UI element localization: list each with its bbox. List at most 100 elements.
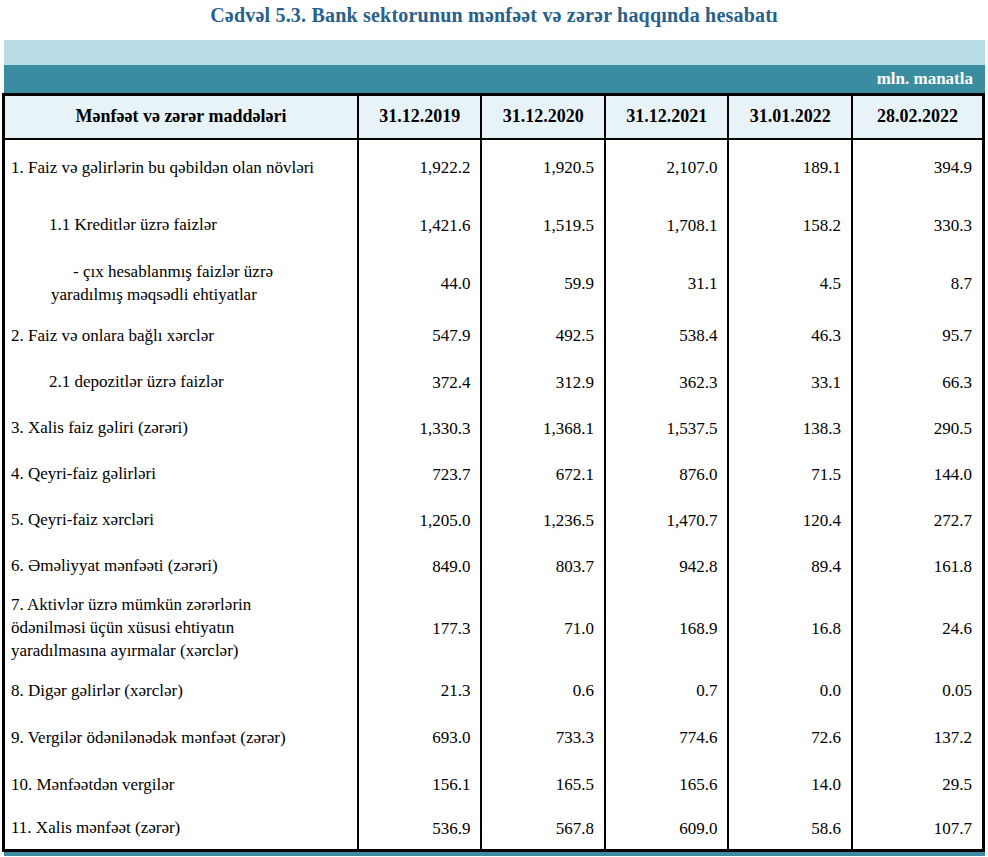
column-header-date-5: 28.02.2022 <box>852 95 984 139</box>
row-label: 9. Vergilər ödənilənədək mənfəət (zərər) <box>11 727 353 750</box>
column-header-items: Mənfəət və zərər maddələri <box>4 95 358 139</box>
page-title: Cədvəl 5.3. Bank sektorunun mənfəət və z… <box>0 4 988 27</box>
column-header-date-2: 31.12.2020 <box>481 95 605 139</box>
cell-value: 137.2 <box>852 715 984 762</box>
cell-value: 1,236.5 <box>481 498 605 544</box>
cell-value: 165.6 <box>605 762 729 809</box>
cell-value: 4.5 <box>728 255 852 313</box>
cell-value: 672.1 <box>481 452 605 498</box>
cell-value: 138.3 <box>728 406 852 452</box>
row-label: 6. Əməliyyat mənfəəti (zərəri) <box>11 555 353 578</box>
cell-value: 0.7 <box>605 668 729 715</box>
cell-value: 0.05 <box>852 668 984 715</box>
cell-value: 1,708.1 <box>605 197 729 255</box>
cell-value: 547.9 <box>358 313 482 360</box>
cell-value: 372.4 <box>358 360 482 406</box>
cell-value: 803.7 <box>481 544 605 590</box>
cell-value: 693.0 <box>358 715 482 762</box>
cell-value: 66.3 <box>852 360 984 406</box>
cell-value: 394.9 <box>852 139 984 197</box>
profit-loss-table: Mənfəət və zərər maddələri 31.12.2019 31… <box>2 93 985 852</box>
cell-value: 168.9 <box>605 590 729 668</box>
cell-value: 33.1 <box>728 360 852 406</box>
cell-value: 733.3 <box>481 715 605 762</box>
cell-value: 774.6 <box>605 715 729 762</box>
cell-value: 29.5 <box>852 762 984 809</box>
cell-value: 0.0 <box>728 668 852 715</box>
cell-value: 1,470.7 <box>605 498 729 544</box>
cell-value: 1,421.6 <box>358 197 482 255</box>
cell-value: 120.4 <box>728 498 852 544</box>
cell-value: 158.2 <box>728 197 852 255</box>
cell-value: 1,368.1 <box>481 406 605 452</box>
table-row: 2. Faiz və onlara bağlı xərclər 547.9 49… <box>4 313 984 360</box>
table-row: 2.1 depozitlər üzrə faizlər 372.4 312.9 … <box>4 360 984 406</box>
cell-value: 71.0 <box>481 590 605 668</box>
cell-value: 1,330.3 <box>358 406 482 452</box>
cell-value: 165.5 <box>481 762 605 809</box>
cell-value: 492.5 <box>481 313 605 360</box>
cell-value: 876.0 <box>605 452 729 498</box>
row-label: 4. Qeyri-faiz gəlirləri <box>11 463 353 486</box>
row-label: 5. Qeyri-faiz xərcləri <box>11 509 353 532</box>
cell-value: 567.8 <box>481 809 605 851</box>
table-row: 6. Əməliyyat mənfəəti (zərəri) 849.0 803… <box>4 544 984 590</box>
cell-value: 1,920.5 <box>481 139 605 197</box>
cell-value: 362.3 <box>605 360 729 406</box>
cell-value: 1,922.2 <box>358 139 482 197</box>
cell-value: 14.0 <box>728 762 852 809</box>
row-label: 1. Faiz və gəlirlərin bu qəbildən olan n… <box>11 157 353 180</box>
cell-value: 1,205.0 <box>358 498 482 544</box>
table-row: 9. Vergilər ödənilənədək mənfəət (zərər)… <box>4 715 984 762</box>
cell-value: 161.8 <box>852 544 984 590</box>
cell-value: 942.8 <box>605 544 729 590</box>
table-header: Mənfəət və zərər maddələri 31.12.2019 31… <box>4 95 984 139</box>
cell-value: 89.4 <box>728 544 852 590</box>
cell-value: 1,519.5 <box>481 197 605 255</box>
cell-value: 189.1 <box>728 139 852 197</box>
cell-value: 723.7 <box>358 452 482 498</box>
cell-value: 58.6 <box>728 809 852 851</box>
row-label: 7. Aktivlər üzrə mümkün zərərlərin ödəni… <box>11 594 353 663</box>
cell-value: 95.7 <box>852 313 984 360</box>
header-row: Mənfəət və zərər maddələri 31.12.2019 31… <box>4 95 984 139</box>
table-row: 11. Xalis mənfəət (zərər) 536.9 567.8 60… <box>4 809 984 851</box>
row-label: 2.1 depozitlər üzrə faizlər <box>11 371 353 394</box>
cell-value: 156.1 <box>358 762 482 809</box>
light-teal-band <box>4 40 985 65</box>
row-label: 1.1 Kreditlər üzrə faizlər <box>11 214 353 237</box>
cell-value: 609.0 <box>605 809 729 851</box>
cell-value: 272.7 <box>852 498 984 544</box>
row-label: 8. Digər gəlirlər (xərclər) <box>11 680 353 703</box>
cell-value: 72.6 <box>728 715 852 762</box>
cell-value: 31.1 <box>605 255 729 313</box>
row-label: 10. Mənfəətdən vergilər <box>11 774 353 797</box>
column-header-date-1: 31.12.2019 <box>358 95 482 139</box>
cell-value: 144.0 <box>852 452 984 498</box>
cell-value: 538.4 <box>605 313 729 360</box>
cell-value: 1,537.5 <box>605 406 729 452</box>
cell-value: 330.3 <box>852 197 984 255</box>
table-row: 7. Aktivlər üzrə mümkün zərərlərin ödəni… <box>4 590 984 668</box>
unit-label: mln. manatla <box>4 65 985 93</box>
cell-value: 16.8 <box>728 590 852 668</box>
column-header-date-4: 31.01.2022 <box>728 95 852 139</box>
table-row: 10. Mənfəətdən vergilər 156.1 165.5 165.… <box>4 762 984 809</box>
column-header-date-3: 31.12.2021 <box>605 95 729 139</box>
cell-value: 71.5 <box>728 452 852 498</box>
row-label: 11. Xalis mənfəət (zərər) <box>11 817 353 840</box>
cell-value: 8.7 <box>852 255 984 313</box>
table-row: 1.1 Kreditlər üzrə faizlər 1,421.6 1,519… <box>4 197 984 255</box>
table-row: 8. Digər gəlirlər (xərclər) 21.3 0.6 0.7… <box>4 668 984 715</box>
cell-value: 44.0 <box>358 255 482 313</box>
cell-value: 24.6 <box>852 590 984 668</box>
table-row: 1. Faiz və gəlirlərin bu qəbildən olan n… <box>4 139 984 197</box>
cell-value: 290.5 <box>852 406 984 452</box>
cell-value: 107.7 <box>852 809 984 851</box>
row-label: - çıx hesablanmış faizlər üzrə yaradılmı… <box>11 261 353 307</box>
cell-value: 2,107.0 <box>605 139 729 197</box>
table-row: 3. Xalis faiz gəliri (zərəri) 1,330.3 1,… <box>4 406 984 452</box>
cell-value: 536.9 <box>358 809 482 851</box>
cell-value: 21.3 <box>358 668 482 715</box>
row-label: 2. Faiz və onlara bağlı xərclər <box>11 325 353 348</box>
